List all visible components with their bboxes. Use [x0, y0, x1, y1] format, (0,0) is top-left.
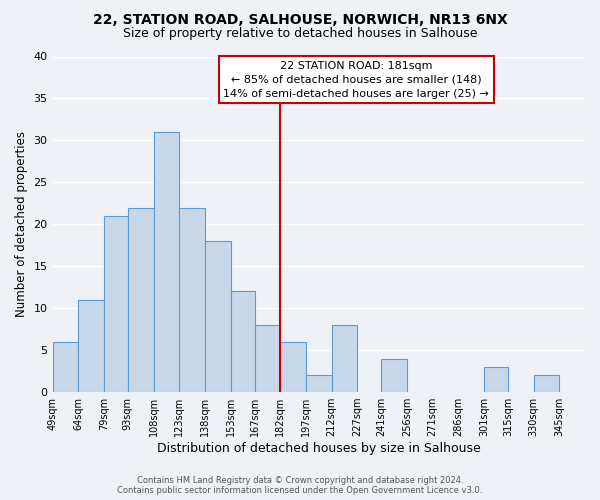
Bar — [205, 241, 230, 392]
Text: Contains HM Land Registry data © Crown copyright and database right 2024.
Contai: Contains HM Land Registry data © Crown c… — [118, 476, 482, 495]
Bar — [484, 367, 508, 392]
Bar — [254, 325, 280, 392]
X-axis label: Distribution of detached houses by size in Salhouse: Distribution of detached houses by size … — [157, 442, 481, 455]
Text: 22, STATION ROAD, SALHOUSE, NORWICH, NR13 6NX: 22, STATION ROAD, SALHOUSE, NORWICH, NR1… — [92, 12, 508, 26]
Bar — [381, 358, 407, 392]
Bar — [128, 208, 154, 392]
Bar — [533, 376, 559, 392]
Bar — [78, 300, 104, 392]
Bar — [280, 342, 306, 392]
Y-axis label: Number of detached properties: Number of detached properties — [15, 132, 28, 318]
Bar — [154, 132, 179, 392]
Text: Size of property relative to detached houses in Salhouse: Size of property relative to detached ho… — [123, 28, 477, 40]
Text: 22 STATION ROAD: 181sqm
← 85% of detached houses are smaller (148)
14% of semi-d: 22 STATION ROAD: 181sqm ← 85% of detache… — [223, 60, 490, 98]
Bar — [104, 216, 128, 392]
Bar — [179, 208, 205, 392]
Bar — [53, 342, 78, 392]
Bar — [332, 325, 357, 392]
Bar — [306, 376, 332, 392]
Bar — [230, 292, 254, 392]
